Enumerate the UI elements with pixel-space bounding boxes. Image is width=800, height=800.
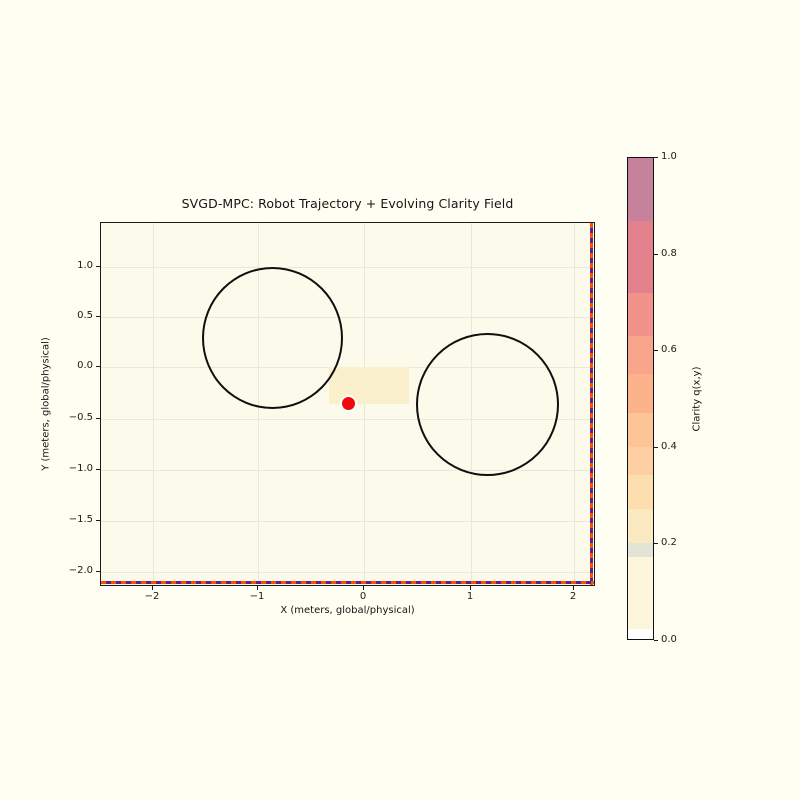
x-tick-label: 1 xyxy=(466,591,474,602)
grid-line-vertical xyxy=(574,223,575,585)
colorbar-tick-label: 0.8 xyxy=(661,248,677,259)
colorbar-tick-mark xyxy=(654,543,658,544)
grid-line-vertical xyxy=(153,223,154,585)
y-tick-label: −0.5 xyxy=(68,412,93,423)
colorbar-tick-label: 0.2 xyxy=(661,537,677,548)
grid-line-horizontal xyxy=(101,470,594,471)
grid-line-horizontal xyxy=(101,572,594,573)
obstacle-circle-left xyxy=(202,267,343,409)
colorbar-segment xyxy=(628,475,653,510)
colorbar-segment xyxy=(628,446,653,476)
colorbar-segment xyxy=(628,557,653,630)
y-tick-label: −1.0 xyxy=(68,463,93,474)
x-tick-label: −1 xyxy=(249,591,265,602)
y-tick-label: −1.5 xyxy=(68,514,93,525)
colorbar-segment xyxy=(628,335,653,375)
colorbar-label: Clarity q(x,y) xyxy=(691,366,703,432)
colorbar-segment xyxy=(628,292,653,336)
chart-title: SVGD-MPC: Robot Trajectory + Evolving Cl… xyxy=(181,196,514,211)
colorbar-tick-label: 0.6 xyxy=(661,344,677,355)
y-tick-label: 0.0 xyxy=(77,360,93,371)
colorbar-segment xyxy=(628,374,653,413)
y-tick-mark xyxy=(96,571,100,572)
grid-line-horizontal xyxy=(101,521,594,522)
y-tick-mark xyxy=(96,520,100,521)
x-tick-mark xyxy=(470,586,471,590)
colorbar-segment xyxy=(628,629,653,639)
obstacle-circle-right xyxy=(416,333,559,476)
colorbar-tick-label: 1.0 xyxy=(661,151,677,162)
colorbar-tick-label: 0.4 xyxy=(661,441,677,452)
y-tick-label: −2.0 xyxy=(68,565,93,576)
colorbar-tick-mark xyxy=(654,447,658,448)
y-tick-mark xyxy=(96,469,100,470)
x-tick-label: −2 xyxy=(144,591,160,602)
x-tick-label: 2 xyxy=(569,591,577,602)
colorbar-tick-label: 0.0 xyxy=(661,634,677,645)
x-tick-mark xyxy=(363,586,364,590)
colorbar-tick-mark xyxy=(654,350,658,351)
colorbar xyxy=(627,157,654,640)
colorbar-segment xyxy=(628,509,653,543)
y-tick-label: 1.0 xyxy=(77,260,93,271)
y-tick-mark xyxy=(96,418,100,419)
y-axis-label: Y (meters, global/physical) xyxy=(40,337,52,471)
x-tick-label: 0 xyxy=(359,591,367,602)
grid-line-horizontal xyxy=(101,419,594,420)
x-tick-mark xyxy=(257,586,258,590)
colorbar-segment xyxy=(628,220,653,293)
robot-position-marker xyxy=(340,395,357,412)
grid-line-horizontal xyxy=(101,317,594,318)
colorbar-tick-mark xyxy=(654,640,658,641)
y-tick-label: 0.5 xyxy=(77,310,93,321)
grid-line-horizontal xyxy=(101,267,594,268)
x-axis-label: X (meters, global/physical) xyxy=(280,605,415,616)
y-tick-mark xyxy=(96,266,100,267)
x-tick-mark xyxy=(152,586,153,590)
y-tick-mark xyxy=(96,366,100,367)
colorbar-segment xyxy=(628,542,653,558)
colorbar-segment xyxy=(628,158,653,221)
colorbar-tick-mark xyxy=(654,254,658,255)
colorbar-tick-mark xyxy=(654,157,658,158)
plot-area xyxy=(100,222,595,586)
grid-line-vertical xyxy=(364,223,365,585)
boundary-dashed-right xyxy=(590,223,593,585)
boundary-dashed-bottom xyxy=(101,581,594,584)
x-tick-mark xyxy=(573,586,574,590)
colorbar-segment xyxy=(628,412,653,447)
y-tick-mark xyxy=(96,316,100,317)
